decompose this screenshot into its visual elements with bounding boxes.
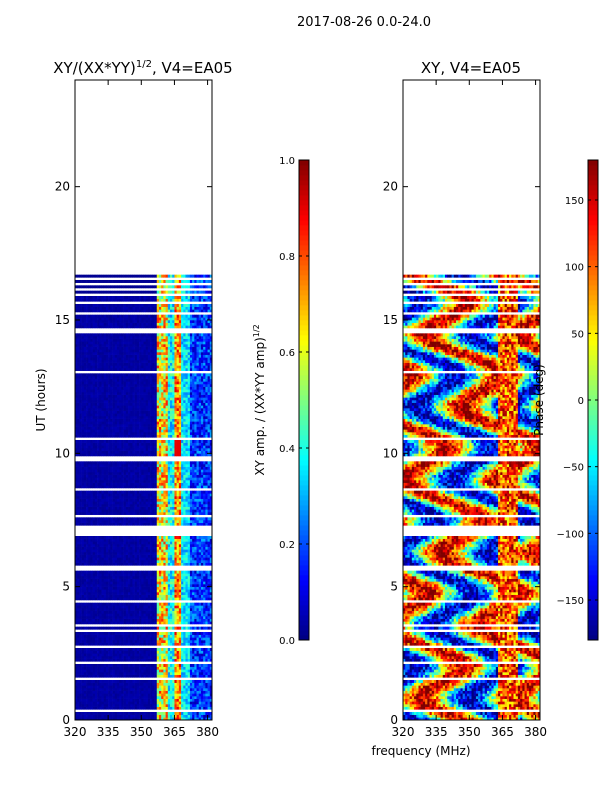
colorbar-tick-label: −50 [563,463,584,474]
y-tick-label: 5 [390,580,398,594]
y-tick-label: 20 [383,180,398,194]
amplitude-title-main: XY/(XX*YY) [53,59,136,77]
x-tick-label: 320 [64,725,87,739]
amplitude-title-tail: , V4=EA05 [152,59,233,77]
y-tick-label: 20 [55,180,70,194]
x-tick-label: 380 [196,725,219,739]
phase-colorbar: −150 −100 −50 0 50 100 150 Phase (deg) [532,160,598,640]
colorbar-tick-label: 150 [565,196,584,207]
amplitude-colorbar-label: XY amp. / (XX*YY amp)1/2 [252,324,267,475]
amplitude-panel-title: XY/(XX*YY)1/2, V4=EA05 [53,59,232,77]
colorbar-tick-label: −150 [557,596,584,607]
colorbar-tick-label: 0.4 [279,444,295,455]
amplitude-heatmap [75,275,212,721]
y-tick-label: 10 [55,446,70,460]
colorbar-tick-label: 0.0 [279,636,295,647]
amplitude-title-sup: 1/2 [136,59,152,70]
y-tick-label: 0 [62,713,70,727]
amplitude-y-axis-label: UT (hours) [34,368,48,431]
colorbar-tick-label: 0 [578,396,584,407]
amplitude-colorbar-gradient [299,160,309,640]
x-tick-label: 365 [491,725,514,739]
colorbar-tick-label: 1.0 [279,156,295,167]
y-tick-label: 10 [383,446,398,460]
y-tick-label: 5 [62,580,70,594]
x-tick-label: 350 [130,725,153,739]
colorbar-tick-label: 0.8 [279,252,295,263]
phase-panel-title: XY, V4=EA05 [421,59,521,77]
x-tick-label: 350 [458,725,481,739]
y-tick-label: 0 [390,713,398,727]
y-tick-label: 15 [383,313,398,327]
colorbar-tick-label: 0.2 [279,540,295,551]
x-tick-label: 365 [163,725,186,739]
x-tick-label: 335 [97,725,120,739]
colorbar-tick-label: 50 [571,329,584,340]
x-tick-label: 335 [425,725,448,739]
x-tick-label: 320 [392,725,415,739]
y-tick-label: 15 [55,313,70,327]
x-tick-label: 380 [524,725,547,739]
phase-heatmap [403,275,540,721]
phase-colorbar-label: Phase (deg) [532,364,546,436]
amplitude-colorbar-label-main: XY amp. / (XX*YY amp) [253,337,267,475]
colorbar-tick-label: 100 [565,263,584,274]
amplitude-panel: XY/(XX*YY)1/2, V4=EA05 320 335 350 365 380 0 5… [34,59,233,739]
colorbar-tick-label: 0.6 [279,348,295,359]
phase-x-axis-label: frequency (MHz) [371,744,470,758]
amplitude-colorbar-label-sup: 1/2 [252,324,261,337]
amplitude-colorbar: 0.0 0.2 0.4 0.6 0.8 1.0 XY amp. / (XX*YY amp)… [252,156,309,647]
phase-panel: XY, V4=EA05 320 335 350 365 380 0 5 10 15 20 freq… [371,59,547,758]
figure-suptitle: 2017-08-26 0.0-24.0 [297,15,431,30]
colorbar-tick-label: −100 [557,529,584,540]
